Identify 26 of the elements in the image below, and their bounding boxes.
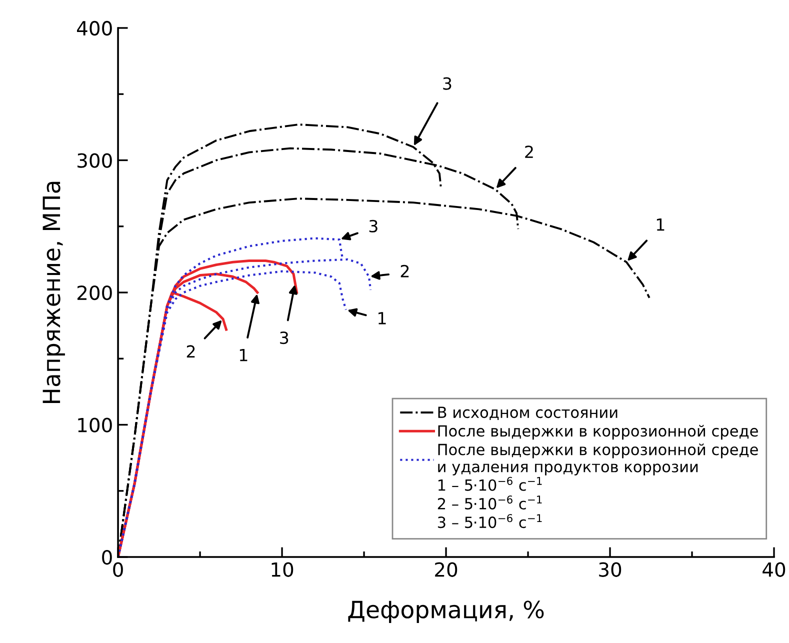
- y-tick-label: 200: [77, 285, 112, 300]
- legend-label: После выдержки в коррозионной среде: [438, 424, 758, 440]
- annotation: 3 – 5·10$^{−6}$ с$^{−1}$: [438, 514, 542, 528]
- annotation: 2: [525, 146, 533, 158]
- x-tick-label: 30: [599, 562, 622, 577]
- x-tick-label: 0: [113, 562, 123, 577]
- x-tick-label: 40: [762, 562, 786, 577]
- annotation: 2: [186, 345, 195, 358]
- annotation: 1 – 5·10$^{−6}$ с$^{−1}$: [438, 476, 542, 491]
- y-tick-label: 400: [77, 20, 112, 36]
- annotation: 1: [378, 312, 386, 324]
- y-axis-title: Напряжение, МПа: [42, 182, 65, 403]
- legend-label: В исходном состоянии: [438, 406, 618, 420]
- y-tick-label: 300: [78, 153, 112, 168]
- annotation: 2: [400, 264, 409, 278]
- annotation: 3: [280, 331, 288, 344]
- y-tick-label: 100: [78, 418, 112, 432]
- annotation: 2 – 5·10$^{−6}$ с$^{−1}$: [438, 495, 542, 510]
- annotation: 3: [369, 220, 378, 232]
- annotation: 1: [656, 218, 664, 231]
- x-axis-title: Деформация, %: [348, 600, 544, 624]
- x-tick-label: 20: [435, 562, 458, 577]
- annotation: 3: [443, 77, 452, 90]
- y-tick-label: 0: [102, 550, 112, 565]
- annotation: 1: [240, 348, 248, 362]
- x-tick-label: 10: [272, 562, 294, 577]
